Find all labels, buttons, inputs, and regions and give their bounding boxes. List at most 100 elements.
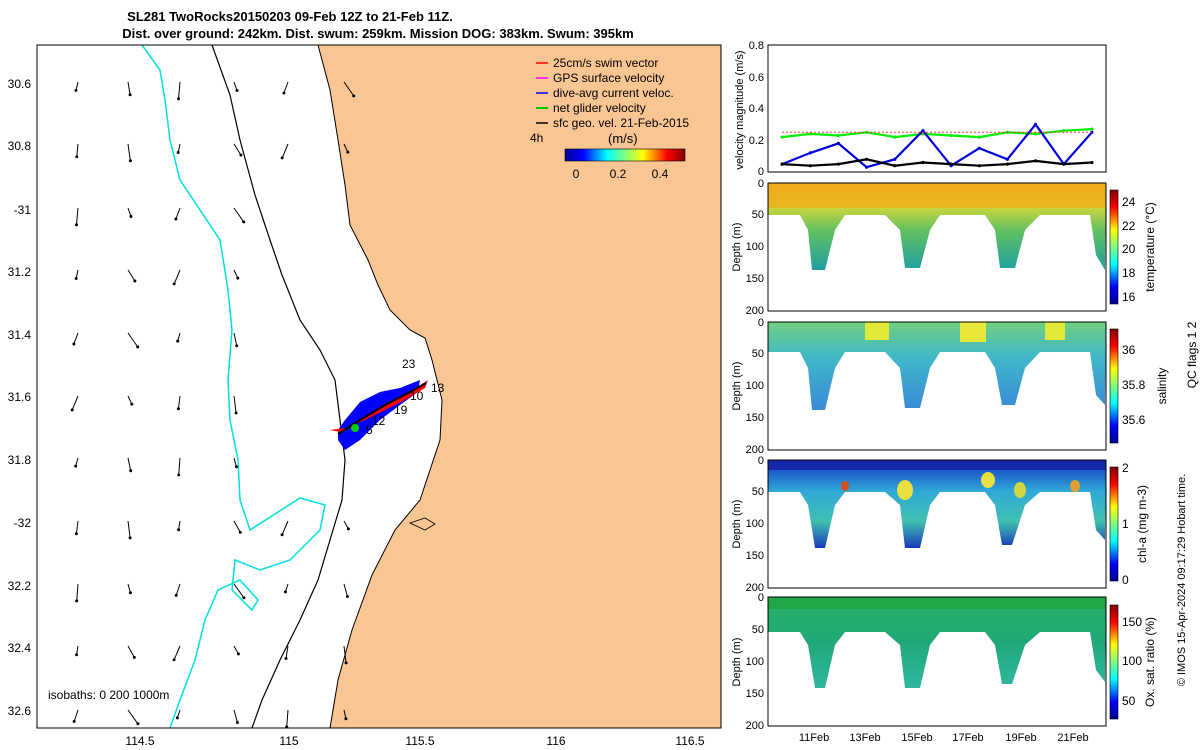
ox-cbar-tick: 150 <box>1122 615 1142 629</box>
depth-tick: 0 <box>758 317 764 329</box>
velocity-arrow-head <box>70 408 74 412</box>
velocity-point <box>893 135 897 139</box>
sal-patch <box>960 322 986 342</box>
ox-ylabel: Depth (m) <box>731 638 743 687</box>
velocity-series-line <box>782 158 1092 167</box>
colorbar-tick: 0.4 <box>652 167 669 181</box>
velocity-arrow-head <box>177 473 181 477</box>
velocity-arrow <box>233 143 242 156</box>
velocity-point <box>865 165 869 169</box>
velocity-arrow-head <box>74 532 78 536</box>
date-tick: 11Feb <box>799 732 829 744</box>
ox-surface-layer <box>768 597 1106 609</box>
velocity-arrow-head <box>175 716 179 720</box>
velocity-arrow-head <box>236 652 240 656</box>
date-tick: 15Feb <box>901 732 932 744</box>
depth-tick: 100 <box>746 241 764 253</box>
velocity-arrow <box>127 332 139 348</box>
velocity-arrow-head <box>172 282 176 286</box>
velocity-point <box>1062 129 1066 133</box>
depth-tick: 200 <box>746 444 764 456</box>
salinity-section <box>768 322 1106 410</box>
depth-tick: 50 <box>752 348 764 360</box>
ox-cbar-tick: 50 <box>1122 694 1136 708</box>
velocity-point <box>1005 162 1010 166</box>
map-x-tick: 114.5 <box>125 734 154 748</box>
velocity-point <box>836 162 841 166</box>
temp-cbar-tick: 16 <box>1122 290 1136 304</box>
map-y-tick: 31.4 <box>8 328 32 342</box>
velocity-series-line <box>781 128 1092 139</box>
velocity-arrow <box>343 81 355 97</box>
ox-colorbar <box>1109 604 1119 720</box>
depth-tick: 0 <box>758 455 764 467</box>
legend-geo-label: sfc geo. vel. 21-Feb-2015 <box>553 116 689 130</box>
velocity-arrow <box>233 709 238 723</box>
chl-maximum <box>841 481 849 491</box>
velocity-arrow-head <box>74 464 78 468</box>
map-x-tick: 115 <box>279 734 298 748</box>
chl-maximum <box>1014 482 1026 498</box>
chl-frame <box>767 459 1107 589</box>
velocity-arrow <box>281 520 289 535</box>
temp-colorbar <box>1109 189 1119 305</box>
velocity-arrow-head <box>282 91 286 95</box>
velocity-arrow-head <box>129 215 133 218</box>
date-tick: 21Feb <box>1057 732 1088 744</box>
track-label-10: 10 <box>410 389 424 403</box>
sal-cbar-label: salinity <box>1155 368 1169 405</box>
chl-maximum <box>897 480 913 500</box>
track-label-12: 12 <box>372 414 386 428</box>
velocity-arrow <box>173 269 181 285</box>
velocity-arrow-head <box>128 93 132 97</box>
velocity-arrow <box>233 457 237 467</box>
qc-flags-note: QC flags 1 2 <box>1185 321 1199 388</box>
velocity-arrow <box>233 520 241 533</box>
isobath-200m <box>211 44 346 729</box>
velocity-arrow <box>76 143 79 157</box>
ox-cbar-label: Ox. sat. ratio (%) <box>1143 617 1157 707</box>
vel-y-tick: 0 <box>758 166 764 178</box>
velocity-point <box>865 157 869 161</box>
velocity-arrow-head <box>176 407 180 411</box>
oxygen-panel: 0 50 100 150 200 Depth (m) 150 100 50 Ox… <box>731 592 1157 744</box>
track-label-23: 23 <box>402 357 416 371</box>
velocity-arrow-head <box>75 653 79 657</box>
track-label-5: 5 <box>366 423 373 437</box>
depth-tick: 50 <box>752 209 764 221</box>
map-land <box>318 45 721 728</box>
velocity-arrow <box>127 645 135 658</box>
temp-cbar-tick: 24 <box>1122 195 1136 209</box>
velocity-arrow-head <box>176 339 180 343</box>
velocity-arrow-head <box>177 528 181 532</box>
velocity-arrow-head <box>128 536 132 540</box>
velocity-point <box>1090 127 1094 131</box>
velocity-arrow-head <box>280 156 284 160</box>
date-tick: 19Feb <box>1005 732 1036 744</box>
temperature-panel: 0 50 100 150 200 Depth (m) 24 22 20 18 1… <box>731 178 1157 317</box>
depth-tick: 200 <box>746 582 764 594</box>
legend-gps-label: GPS surface velocity <box>553 71 664 85</box>
velocity-arrow-head <box>352 94 356 98</box>
map-frame <box>36 44 722 729</box>
velocity-arrow-head <box>346 527 350 531</box>
velocity-arrow <box>175 207 181 220</box>
velocity-arrow-head <box>238 530 242 534</box>
velocity-point <box>808 164 812 168</box>
velocity-arrow-head <box>133 279 137 283</box>
velocity-arrow <box>127 143 131 161</box>
isobath-1000m <box>141 44 326 729</box>
velocity-point <box>836 141 841 145</box>
velocity-arrow-head <box>75 223 78 227</box>
velocity-arrow-head <box>128 159 132 163</box>
velocity-arrow <box>127 520 131 538</box>
velocity-arrow-head <box>128 591 132 595</box>
velocity-arrow <box>343 645 347 663</box>
velocity-panel: 0.8 0.6 0.4 0.2 0 velocity magnitude (m/… <box>734 40 1107 178</box>
velocity-arrow <box>73 332 79 345</box>
velocity-point <box>921 160 925 165</box>
velocity-point <box>780 162 784 166</box>
colorbar-units: (m/s) <box>608 131 638 146</box>
map-x-tick: 116.5 <box>675 734 704 748</box>
map-panel: 23 13 10 19 12 5 <box>36 44 722 729</box>
